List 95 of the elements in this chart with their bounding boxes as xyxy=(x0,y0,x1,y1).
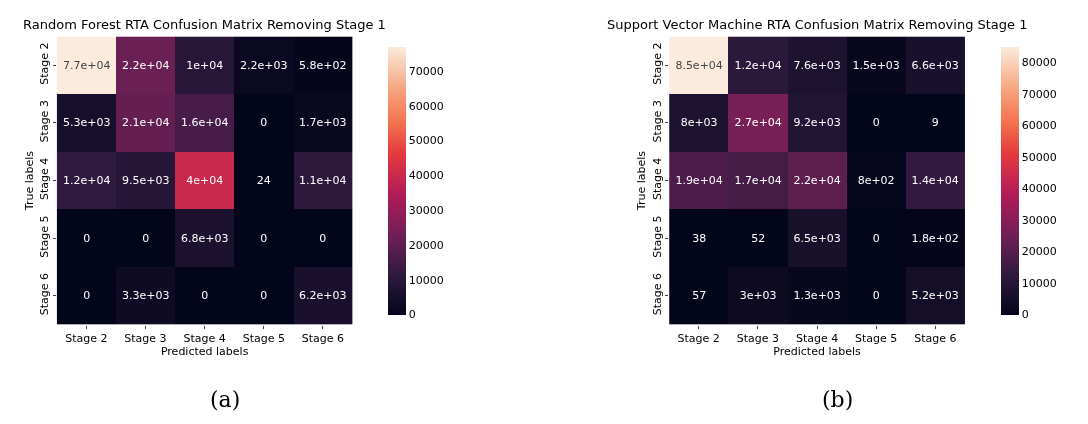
color-bar-label: 70000 xyxy=(1021,87,1057,101)
data-label: 3.3e+03 xyxy=(121,289,170,303)
color-bar-label: 10000 xyxy=(408,273,444,287)
y-tick-label: Stage 3 xyxy=(38,100,52,143)
data-label: 0 xyxy=(260,289,268,303)
data-label: 0 xyxy=(142,232,150,246)
color-bar-label: 10000 xyxy=(1021,276,1057,290)
x-tick-label: Stage 3 xyxy=(124,331,167,345)
data-label: 1.2e+04 xyxy=(734,59,782,73)
data-label: 2.7e+04 xyxy=(734,116,782,130)
data-label: 0 xyxy=(319,232,327,246)
color-bar-label: 60000 xyxy=(1021,119,1057,133)
y-tick-label: Stage 6 xyxy=(650,273,664,316)
data-label: 1.6e+04 xyxy=(180,116,229,130)
y-tick-label: Stage 5 xyxy=(38,215,52,258)
data-label: 1.5e+03 xyxy=(852,59,900,73)
data-label: 5.8e+02 xyxy=(298,59,347,73)
data-label: 0 xyxy=(260,232,268,246)
color-bar-label: 50000 xyxy=(408,134,444,148)
x-tick-label: Stage 4 xyxy=(795,331,839,345)
data-label: 5.2e+03 xyxy=(911,289,959,303)
y-tick-label: Stage 5 xyxy=(650,215,664,258)
data-label: 6.6e+03 xyxy=(911,59,959,73)
color-bar-label: 20000 xyxy=(408,238,444,252)
data-label: 9.2e+03 xyxy=(793,116,841,130)
data-label: 4e+04 xyxy=(186,174,224,188)
color-bar-label: 0 xyxy=(408,308,416,322)
color-bar-label: 30000 xyxy=(1021,213,1057,227)
data-label: 9.5e+03 xyxy=(121,174,170,188)
y-tick-label: Stage 4 xyxy=(38,157,52,201)
data-label: 1.4e+04 xyxy=(911,174,959,188)
data-label: 24 xyxy=(256,174,271,188)
chart-title: Support Vector Machine RTA Confusion Matrix Removing Stage 1 xyxy=(607,17,1028,32)
text: (b) xyxy=(822,387,854,412)
y-tick-label: Stage 2 xyxy=(650,42,664,85)
data-label: 0 xyxy=(872,289,880,303)
data-label: 1e+04 xyxy=(186,59,224,73)
y-tick-label: Stage 2 xyxy=(38,42,52,85)
data-label: 0 xyxy=(872,232,880,246)
data-label: 0 xyxy=(83,232,91,246)
data-label: 9 xyxy=(931,116,939,130)
color-bar-label: 0 xyxy=(1021,308,1029,322)
x-tick-label: Stage 4 xyxy=(183,331,226,345)
data-label: 8e+02 xyxy=(857,174,895,188)
x-axis-title: Predicted labels xyxy=(773,344,862,358)
x-tick-label: Stage 5 xyxy=(855,331,898,345)
data-label: 1.7e+04 xyxy=(734,174,782,188)
data-label: 6.5e+03 xyxy=(793,232,841,246)
data-label: 0 xyxy=(872,116,880,130)
data-label: 0 xyxy=(260,116,268,130)
color-bar-label: 40000 xyxy=(408,169,444,183)
data-label: 2.2e+03 xyxy=(239,59,288,73)
color-bar-label: 70000 xyxy=(408,64,444,78)
data-label: 5.3e+03 xyxy=(62,116,111,130)
data-label: 1.8e+02 xyxy=(911,232,959,246)
data-label: 7.7e+04 xyxy=(62,59,111,73)
data-label: 3e+03 xyxy=(739,289,777,303)
data-label: 7.6e+03 xyxy=(793,59,841,73)
chart-title: Random Forest RTA Confusion Matrix Removing Stage 1 xyxy=(23,17,386,32)
color-bar-label: 40000 xyxy=(1021,182,1057,196)
data-label: 1.7e+03 xyxy=(298,116,347,130)
data-label: 52 xyxy=(751,232,766,246)
data-label: 57 xyxy=(692,289,707,303)
x-tick-label: Stage 2 xyxy=(65,331,108,345)
x-tick-label: Stage 5 xyxy=(242,331,285,345)
data-label: 8e+03 xyxy=(680,116,718,130)
data-label: 2.2e+04 xyxy=(793,174,841,188)
x-tick-label: Stage 6 xyxy=(914,331,957,345)
x-tick-label: Stage 3 xyxy=(736,331,780,345)
x-tick-label: Stage 2 xyxy=(677,331,720,345)
data-label: 8.5e+04 xyxy=(675,59,723,73)
data-label: 1.2e+04 xyxy=(62,174,111,188)
data-label: 2.1e+04 xyxy=(121,116,170,130)
x-axis-title: Predicted labels xyxy=(160,344,249,358)
data-label: 1.1e+04 xyxy=(298,174,347,188)
color-bar-label: 20000 xyxy=(1021,245,1057,259)
data-label: 6.2e+03 xyxy=(298,289,347,303)
data-label: 38 xyxy=(692,232,707,246)
data-label: 6.8e+03 xyxy=(180,232,229,246)
data-label: 1.3e+03 xyxy=(793,289,841,303)
y-axis-title: True labels xyxy=(635,150,649,212)
y-axis-title: True labels xyxy=(22,150,36,212)
color-bar-label: 30000 xyxy=(408,203,444,217)
y-tick-label: Stage 4 xyxy=(650,157,664,201)
data-label: 0 xyxy=(83,289,91,303)
data-label: 0 xyxy=(201,289,209,303)
color-bar-label: 50000 xyxy=(1021,150,1057,164)
y-tick-label: Stage 6 xyxy=(38,273,52,316)
data-label: 2.2e+04 xyxy=(121,59,170,73)
text: (a) xyxy=(210,387,241,412)
data-label: 1.9e+04 xyxy=(675,174,723,188)
x-tick-label: Stage 6 xyxy=(301,331,345,345)
color-bar-label: 80000 xyxy=(1021,56,1057,70)
color-bar-label: 60000 xyxy=(408,99,444,113)
y-tick-label: Stage 3 xyxy=(650,100,664,143)
